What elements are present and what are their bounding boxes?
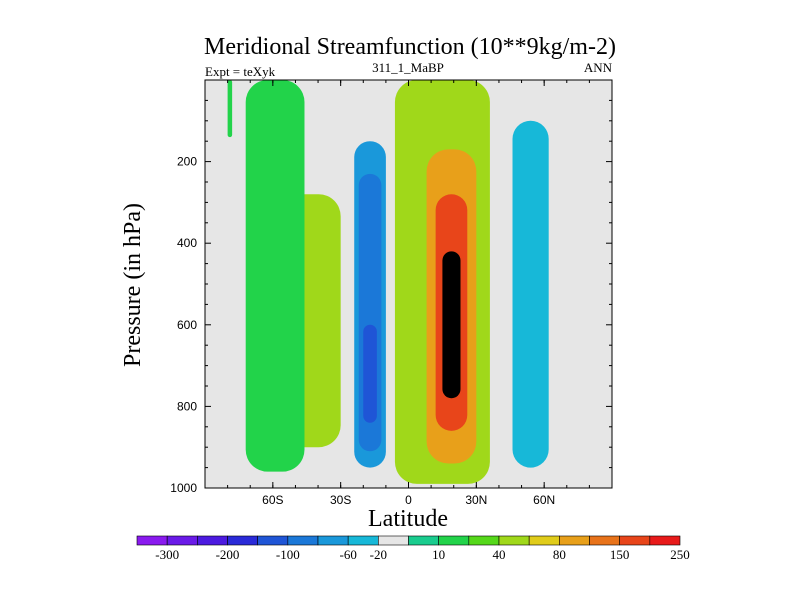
colorbar-box <box>559 535 590 546</box>
contour-region <box>512 120 549 468</box>
x-tick-label: 30N <box>465 493 487 507</box>
chart-title: Meridional Streamfunction (10**9kg/m-2) <box>204 34 616 60</box>
x-tick-label: 30S <box>330 493 351 507</box>
axis-ticks: 60S 30S 0 30N 60N 200 400 600 800 1000 <box>170 80 612 507</box>
colorbar-box <box>498 535 530 546</box>
colorbar-box <box>619 535 651 546</box>
y-axis-label: Pressure (in hPa) <box>120 203 146 367</box>
colorbar-box <box>227 535 258 546</box>
colorbar-box <box>468 535 500 546</box>
contour-region <box>363 324 377 423</box>
y-tick-label: 1000 <box>170 481 197 495</box>
colorbar-box <box>528 535 560 546</box>
colorbar-label: 250 <box>670 547 690 562</box>
contour-fill-group <box>227 80 558 484</box>
x-tick-label: 60S <box>262 493 283 507</box>
colorbar-box <box>438 535 470 546</box>
contour-region <box>442 251 461 399</box>
y-tick-label: 400 <box>177 236 197 250</box>
x-tick-label: 0 <box>405 493 412 507</box>
colorbar-box <box>408 535 439 546</box>
colorbar-box <box>649 535 681 546</box>
colorbar-box <box>166 535 198 546</box>
season-label: ANN <box>584 60 613 75</box>
colorbar-box <box>287 535 319 546</box>
y-tick-label: 600 <box>177 318 197 332</box>
colorbar-label: -100 <box>276 547 300 562</box>
colorbar-box <box>317 535 349 546</box>
plot-area <box>204 79 613 489</box>
colorbar-box <box>257 535 289 546</box>
x-axis-label: Latitude <box>368 506 448 532</box>
colorbar-box <box>197 535 228 546</box>
colorbar-label: -300 <box>155 547 179 562</box>
colorbar-label: 150 <box>610 547 630 562</box>
y-tick-label: 200 <box>177 155 197 169</box>
contour-region <box>227 80 233 138</box>
experiment-label: Expt = teXyk <box>205 64 276 79</box>
colorbar-label: 40 <box>493 547 506 562</box>
colorbar-label: -20 <box>370 547 387 562</box>
colorbar-box <box>347 535 379 546</box>
center-subtitle: 311_1_MaBP <box>372 60 444 75</box>
colorbar-box <box>136 535 168 546</box>
colorbar: -300 -200 -100 -60 -20 10 40 80 150 250 <box>136 535 690 562</box>
x-tick-label: 60N <box>533 493 555 507</box>
colorbar-box <box>589 535 620 546</box>
y-tick-label: 800 <box>177 399 197 413</box>
colorbar-label: 80 <box>553 547 566 562</box>
colorbar-label: -60 <box>339 547 356 562</box>
colorbar-box <box>378 535 409 546</box>
colorbar-label: 10 <box>432 547 445 562</box>
colorbar-label: -200 <box>216 547 240 562</box>
contour-region <box>245 80 305 472</box>
